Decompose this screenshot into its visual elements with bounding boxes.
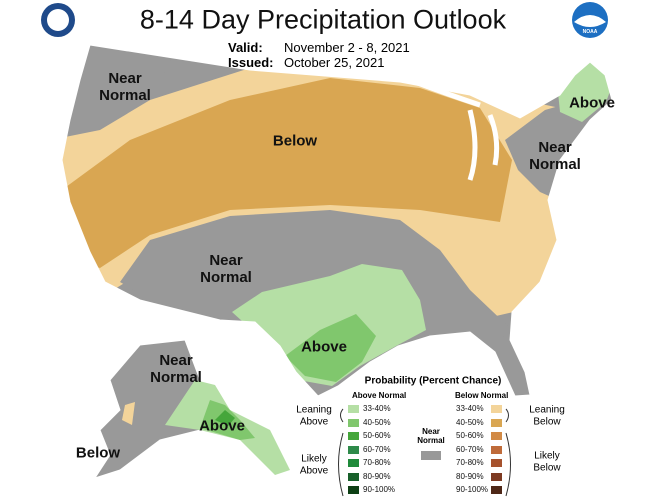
great-lakes: [414, 79, 500, 181]
legend-group: Likely Below: [533, 450, 561, 474]
legend-range: 33-40%: [456, 404, 484, 413]
map-label: Below: [272, 132, 318, 150]
logo-noaa-wave: [574, 15, 606, 27]
legend-swatch: [491, 486, 502, 494]
legend-range: 90-100%: [363, 485, 396, 494]
legend-swatch: [491, 459, 502, 467]
region-alaska-below: [122, 402, 135, 425]
legend-range: 70-80%: [456, 458, 484, 467]
map-label: Near Normal: [99, 70, 151, 104]
legend-title: Probability (Percent Chance): [364, 375, 502, 387]
legend-range: 50-60%: [363, 431, 391, 440]
map-label: Above: [301, 338, 347, 356]
legend-swatch: [348, 432, 359, 440]
legend-range: 80-90%: [456, 471, 484, 481]
legend-swatch: [491, 432, 502, 440]
map-label: Above: [569, 94, 615, 112]
region-alaska-above-50: [215, 410, 235, 426]
logo-doc-inner: [47, 9, 69, 31]
legend-range: 60-70%: [363, 444, 391, 454]
valid: Valid: November 2 - 8, 2021: [228, 40, 410, 55]
map-label: Below: [75, 444, 121, 462]
region-below: [62, 78, 512, 268]
legend-range: 40-50%: [363, 417, 391, 427]
legend-group: Likely Above: [299, 453, 329, 477]
legend-swatch: [348, 459, 359, 467]
map-label: Near Normal: [529, 139, 581, 173]
legend-brackets: [338, 408, 511, 497]
valid-label: Valid:: [228, 40, 263, 55]
legend-swatch: [491, 445, 502, 454]
legend-range: 33-40%: [363, 404, 391, 413]
legend-swatch: [491, 418, 502, 427]
logo-noaa-text: NOAA: [583, 29, 598, 35]
region-above-south-40: [285, 314, 376, 382]
legend-range: 60-70%: [456, 444, 484, 454]
region-above-south: [232, 264, 426, 386]
legend-swatch: [348, 486, 359, 494]
legend-range: 40-50%: [456, 417, 484, 427]
conus-border: [61, 44, 613, 397]
map-label: Near Normal: [150, 352, 202, 386]
legend-swatch: [491, 405, 502, 413]
legend-swatch: [348, 405, 359, 413]
legend-range: 50-60%: [456, 431, 484, 440]
region-near-ne: [505, 100, 605, 200]
legend-swatch-near: [421, 451, 441, 460]
legend-swatch: [348, 418, 359, 427]
title: 8-14 Day Precipitation Outlook: [139, 4, 507, 35]
legend-swatch: [348, 445, 359, 454]
legend-range: 90-100%: [456, 485, 489, 494]
legend-group: Leaning Below: [529, 404, 565, 428]
map-label: Above: [199, 417, 245, 435]
legend-near-heading: Near Normal: [417, 427, 445, 445]
legend-below-heading: Below Normal: [455, 391, 509, 400]
legend-swatch: [491, 472, 502, 481]
legend-above-heading: Above Normal: [352, 391, 407, 400]
legend-range: 70-80%: [363, 458, 391, 467]
legend-group: Leaning Above: [296, 404, 332, 428]
legend-swatch: [348, 472, 359, 481]
issued: Issued: October 25, 2021: [228, 55, 384, 70]
issued-label: Issued:: [228, 55, 274, 70]
legend-range: 80-90%: [363, 471, 391, 481]
region-above-ne: [558, 60, 612, 122]
valid-value: November 2 - 8, 2021: [284, 40, 410, 55]
issued-value: October 25, 2021: [284, 55, 385, 70]
map-label: Near Normal: [200, 252, 252, 286]
